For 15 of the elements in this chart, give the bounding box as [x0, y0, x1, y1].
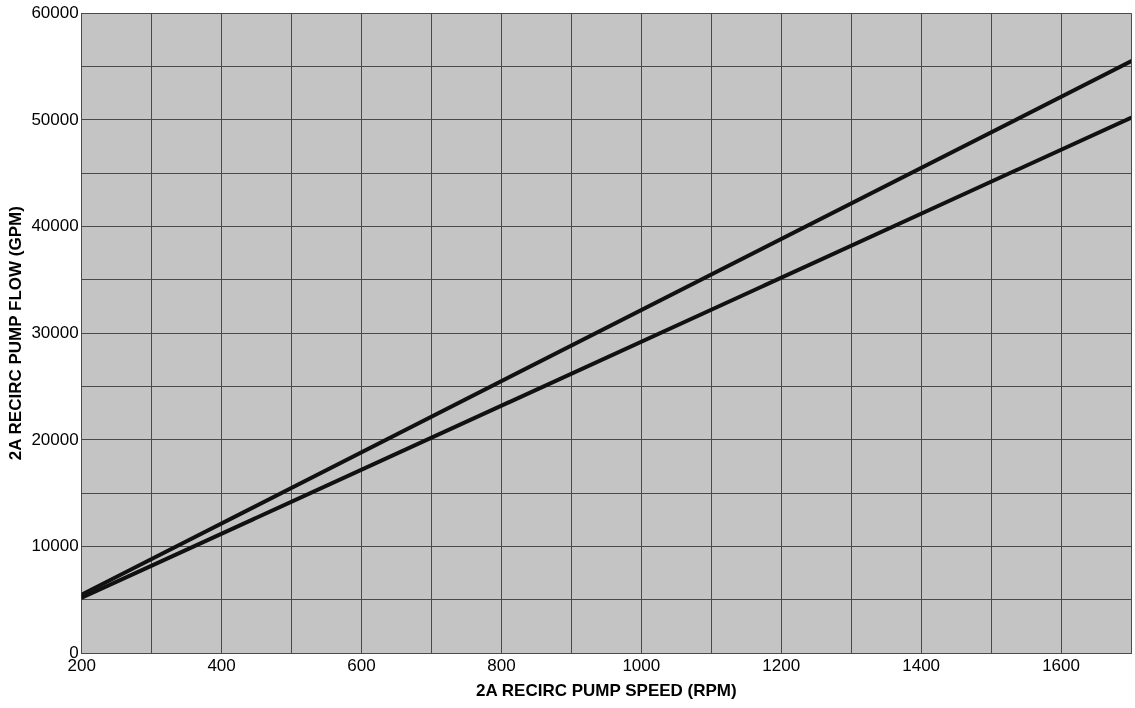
- y-tick-label: 40000: [31, 216, 79, 236]
- x-tick-label: 600: [347, 656, 376, 676]
- x-tick-label: 1000: [622, 656, 661, 676]
- y-tick-label: 50000: [31, 109, 79, 129]
- y-axis-title: 2A RECIRC PUMP FLOW (GPM): [5, 206, 25, 461]
- y-tick-label: 20000: [31, 429, 79, 449]
- y-tick-label: 30000: [31, 322, 79, 342]
- x-tick-label: 1400: [902, 656, 941, 676]
- y-tick-label: 60000: [31, 2, 79, 22]
- x-tick-label: 800: [487, 656, 516, 676]
- x-tick-label: 400: [207, 656, 236, 676]
- x-tick-label: 1600: [1042, 656, 1080, 676]
- x-axis-title: 2A RECIRC PUMP SPEED (RPM): [475, 681, 737, 701]
- y-tick-label: 10000: [31, 536, 79, 556]
- x-tick-label: 1200: [762, 656, 801, 676]
